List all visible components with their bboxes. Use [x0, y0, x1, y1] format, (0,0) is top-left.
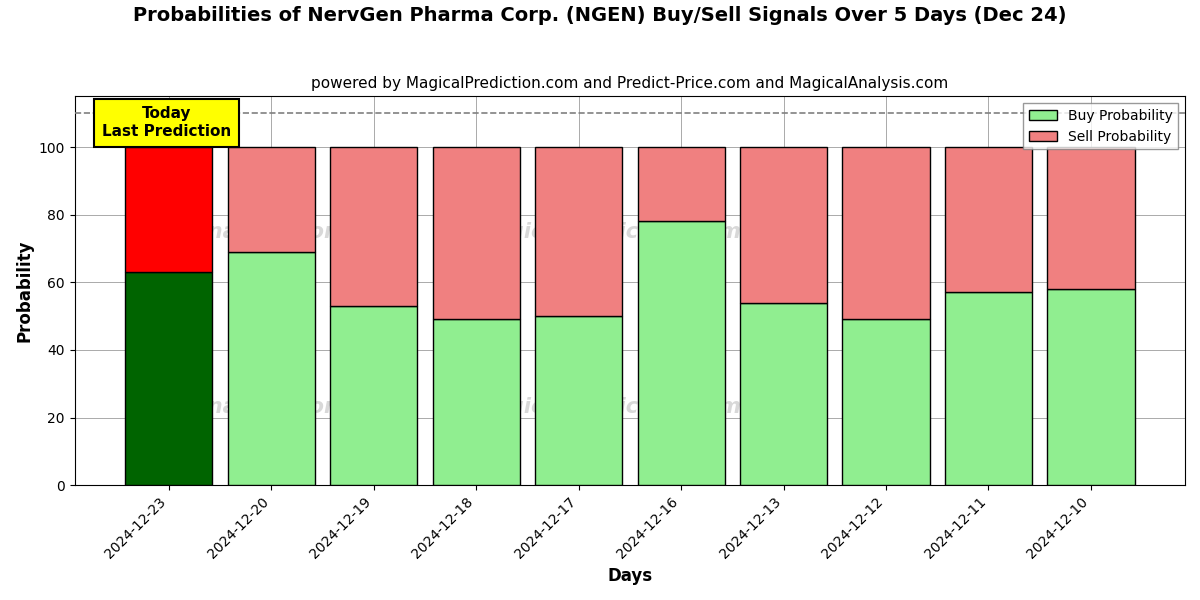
Bar: [842, 147, 930, 319]
Bar: [330, 147, 418, 306]
Text: calAnalysis.com: calAnalysis.com: [158, 397, 346, 418]
Bar: [125, 147, 212, 272]
Bar: [1048, 289, 1134, 485]
Text: MagicalPrediction.com: MagicalPrediction.com: [474, 223, 742, 242]
Bar: [535, 147, 622, 316]
Text: Probabilities of NervGen Pharma Corp. (NGEN) Buy/Sell Signals Over 5 Days (Dec 2: Probabilities of NervGen Pharma Corp. (N…: [133, 6, 1067, 25]
Title: powered by MagicalPrediction.com and Predict-Price.com and MagicalAnalysis.com: powered by MagicalPrediction.com and Pre…: [311, 76, 948, 91]
Bar: [944, 147, 1032, 292]
Bar: [842, 319, 930, 485]
Bar: [432, 147, 520, 319]
Bar: [228, 252, 314, 485]
X-axis label: Days: Days: [607, 567, 653, 585]
Bar: [740, 302, 827, 485]
Text: Today
Last Prediction: Today Last Prediction: [102, 106, 232, 139]
Bar: [330, 306, 418, 485]
Bar: [740, 147, 827, 302]
Text: calAnalysis.com: calAnalysis.com: [158, 223, 346, 242]
Y-axis label: Probability: Probability: [16, 239, 34, 342]
Bar: [228, 147, 314, 252]
Bar: [944, 292, 1032, 485]
Text: MagicalPrediction.com: MagicalPrediction.com: [474, 397, 742, 418]
Bar: [1048, 147, 1134, 289]
Bar: [535, 316, 622, 485]
Bar: [637, 147, 725, 221]
Bar: [125, 272, 212, 485]
Bar: [637, 221, 725, 485]
Legend: Buy Probability, Sell Probability: Buy Probability, Sell Probability: [1024, 103, 1178, 149]
Bar: [432, 319, 520, 485]
